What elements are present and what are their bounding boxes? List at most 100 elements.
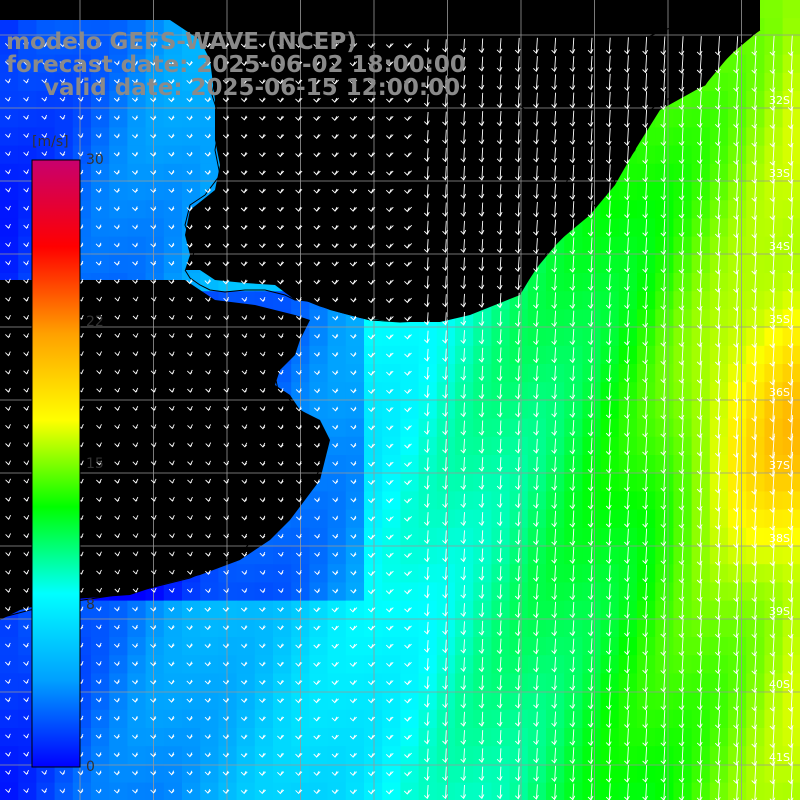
- wind-arrow: [460, 239, 467, 253]
- wind-arrow: [605, 310, 612, 328]
- wind-arrow: [624, 73, 630, 92]
- wind-arrow: [660, 109, 667, 129]
- wind-arrow: [678, 418, 685, 438]
- wind-arrow: [460, 585, 467, 599]
- wind-arrow: [423, 148, 430, 162]
- wind-arrow: [478, 239, 485, 254]
- wind-arrow: [733, 54, 739, 74]
- wind-arrow: [5, 242, 11, 248]
- wind-arrow: [385, 261, 394, 267]
- wind-arrow: [423, 530, 430, 545]
- wind-arrow: [332, 388, 339, 394]
- wind-arrow: [295, 115, 303, 121]
- wind-arrow: [404, 752, 412, 759]
- wind-arrow: [96, 369, 103, 375]
- wind-arrow: [5, 551, 12, 557]
- wind-arrow: [313, 188, 321, 194]
- wind-arrow: [95, 733, 102, 739]
- wind-arrow: [23, 533, 30, 539]
- wind-arrow: [5, 424, 11, 430]
- wind-arrow: [404, 134, 412, 140]
- wind-arrow: [642, 127, 649, 147]
- wind-arrow: [496, 220, 503, 236]
- wind-arrow: [569, 620, 576, 637]
- wind-arrow: [787, 71, 794, 93]
- wind-arrow: [95, 752, 102, 758]
- wind-arrow: [460, 56, 467, 72]
- wind-arrow: [186, 788, 193, 794]
- wind-arrow: [569, 292, 576, 309]
- wind-arrow: [186, 333, 193, 339]
- wind-arrow: [769, 672, 776, 694]
- wind-arrow: [150, 296, 157, 302]
- wind-arrow: [642, 345, 648, 365]
- wind-arrow: [241, 551, 248, 557]
- wind-arrow: [95, 260, 102, 266]
- wind-arrow: [131, 734, 139, 740]
- wind-arrow: [367, 170, 376, 176]
- colorbar-tick-label: 22: [86, 313, 104, 330]
- wind-arrow: [660, 783, 667, 800]
- wind-arrow: [205, 515, 211, 521]
- wind-arrow: [423, 421, 430, 435]
- wind-arrow: [23, 223, 30, 229]
- wind-arrow: [787, 144, 794, 166]
- wind-arrow: [514, 310, 521, 327]
- wind-arrow: [678, 218, 685, 238]
- wind-arrow: [514, 165, 521, 181]
- wind-arrow: [751, 144, 758, 166]
- wind-arrow: [569, 110, 576, 127]
- wind-arrow: [442, 730, 448, 745]
- latitude-label: 41S: [769, 751, 790, 764]
- wind-arrow: [404, 115, 412, 122]
- wind-arrow: [551, 510, 558, 528]
- wind-arrow: [168, 42, 175, 48]
- wind-arrow: [114, 587, 121, 593]
- wind-arrow: [168, 643, 175, 649]
- wind-arrow: [587, 656, 594, 673]
- wind-arrow: [295, 716, 303, 722]
- wind-arrow: [624, 109, 630, 128]
- wind-arrow: [385, 771, 394, 777]
- wind-arrow: [114, 387, 121, 393]
- wind-arrow: [678, 327, 685, 348]
- wind-arrow: [751, 253, 758, 275]
- wind-arrow: [642, 255, 649, 273]
- wind-arrow: [533, 729, 539, 746]
- wind-arrow: [385, 279, 394, 286]
- wind-arrow: [460, 512, 467, 527]
- wind-arrow: [642, 363, 648, 383]
- wind-arrow: [259, 588, 266, 594]
- wind-arrow: [678, 72, 685, 92]
- wind-arrow: [295, 625, 303, 631]
- wind-arrow: [642, 710, 649, 729]
- wind-arrow: [514, 329, 521, 346]
- wind-arrow: [496, 457, 503, 472]
- wind-arrow: [733, 655, 739, 675]
- wind-arrow: [5, 387, 11, 393]
- wind-arrow: [205, 296, 211, 302]
- wind-arrow: [605, 692, 612, 710]
- wind-arrow: [514, 602, 521, 619]
- wind-arrow: [404, 79, 412, 85]
- wind-arrow: [95, 60, 102, 66]
- wind-arrow: [551, 675, 558, 691]
- wind-arrow: [787, 744, 794, 767]
- wind-arrow: [132, 460, 139, 466]
- wind-arrow: [367, 516, 376, 522]
- wind-arrow: [460, 438, 467, 454]
- wind-arrow: [258, 698, 266, 704]
- wind-arrow: [660, 564, 667, 583]
- wind-arrow: [168, 788, 175, 794]
- wind-arrow: [367, 243, 376, 249]
- wind-arrow: [332, 315, 339, 321]
- wind-arrow: [551, 328, 558, 346]
- field-cell: [72, 18, 92, 37]
- wind-arrow: [367, 461, 376, 467]
- wind-arrow: [277, 369, 284, 375]
- wind-arrow: [186, 60, 193, 66]
- wind-arrow: [241, 479, 248, 485]
- wind-arrow: [460, 657, 467, 672]
- wind-arrow: [514, 620, 521, 637]
- wind-arrow: [404, 61, 412, 67]
